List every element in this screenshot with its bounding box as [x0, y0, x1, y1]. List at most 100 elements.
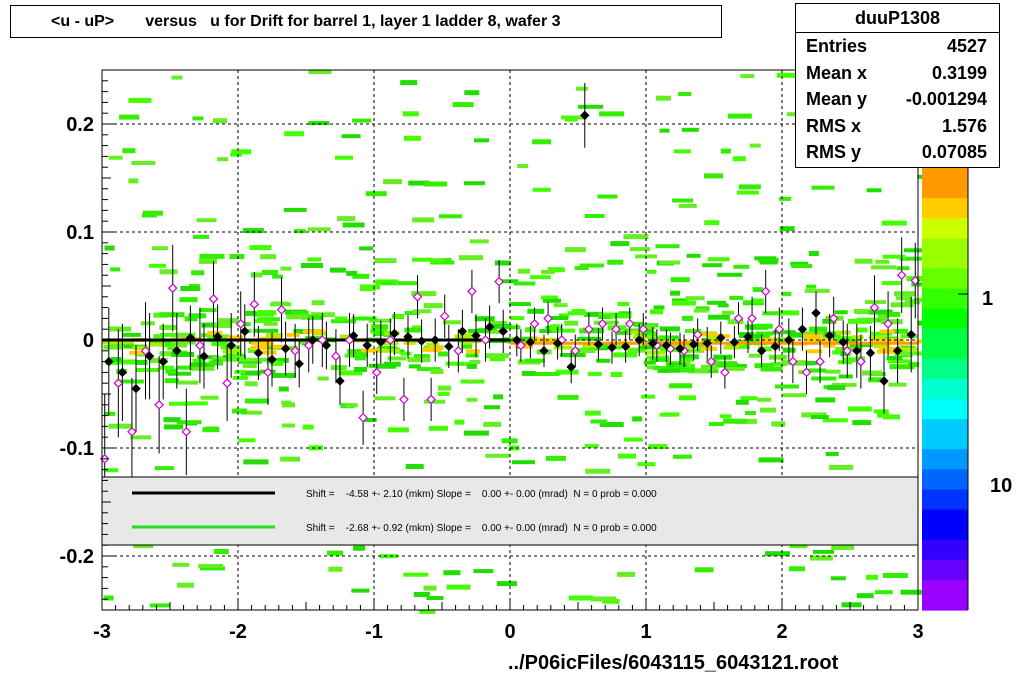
histogram-cell: [261, 350, 277, 355]
legend-text: Shift = -4.58 +- 2.10 (mkm) Slope = 0.00…: [306, 489, 657, 500]
histogram-cell: [707, 336, 721, 340]
histogram-cell: [752, 287, 763, 293]
histogram-cell: [824, 369, 841, 374]
histogram-cell: [383, 179, 402, 185]
filled-diamond-point: [362, 340, 372, 351]
palette-cell: [922, 338, 968, 350]
histogram-cell: [403, 572, 429, 577]
histogram-cell: [688, 368, 708, 374]
histogram-cell: [880, 319, 903, 325]
palette-cell: [922, 248, 968, 260]
histogram-cell: [842, 357, 857, 363]
open-diamond-point: [733, 313, 744, 324]
histogram-cell: [508, 445, 520, 451]
histogram-cell: [286, 314, 308, 320]
histogram-cell: [550, 324, 560, 330]
histogram-cell: [508, 302, 531, 307]
histogram-cell: [317, 376, 329, 381]
histogram-cell: [869, 335, 884, 340]
histogram-cell: [610, 241, 630, 247]
histogram-cell: [245, 398, 269, 404]
histogram-cell: [781, 291, 792, 296]
histogram-cell: [293, 329, 310, 334]
histogram-cell: [854, 258, 873, 264]
histogram-cell: [886, 356, 903, 360]
histogram-cell: [197, 355, 220, 360]
filled-diamond-point: [756, 346, 767, 356]
histogram-cell: [104, 468, 119, 473]
histogram-cell: [254, 318, 273, 323]
histogram-cell: [829, 464, 854, 470]
filled-diamond-point: [294, 359, 304, 369]
histogram-cell: [590, 419, 608, 424]
histogram-cell: [122, 332, 141, 337]
histogram-cell: [438, 351, 448, 357]
histogram-cell: [359, 246, 374, 251]
histogram-cell: [171, 75, 183, 80]
histogram-cell: [564, 247, 586, 253]
histogram-cell: [218, 318, 239, 324]
histogram-cell: [681, 127, 699, 132]
histogram-cell: [142, 210, 163, 216]
open-diamond-point: [774, 324, 785, 335]
filled-diamond-point: [552, 338, 563, 348]
histogram-cell: [617, 330, 633, 335]
filled-diamond-point: [416, 336, 427, 346]
filled-diamond-point: [430, 335, 440, 345]
palette-cell: [922, 288, 968, 300]
filled-diamond-point: [661, 340, 672, 351]
histogram-cell: [422, 347, 442, 352]
x-tick-label: -2: [229, 621, 247, 643]
filled-diamond-point: [607, 342, 617, 353]
open-diamond-point: [439, 311, 450, 322]
open-diamond-point: [494, 276, 504, 287]
filled-diamond-point: [471, 330, 481, 341]
open-diamond-point: [140, 345, 151, 356]
histogram-cell: [653, 305, 665, 310]
histogram-cell: [768, 354, 787, 360]
histogram-cell: [189, 362, 215, 368]
x-tick-label: -3: [93, 621, 111, 643]
histogram-cell: [400, 351, 412, 356]
filled-diamond-point: [743, 332, 753, 342]
palette-cell: [922, 389, 968, 400]
histogram-cell: [770, 362, 787, 367]
histogram-cell: [590, 596, 616, 602]
histogram-cell: [900, 589, 924, 595]
histogram-cell: [177, 365, 200, 370]
histogram-cell: [211, 341, 229, 347]
histogram-cell: [404, 327, 423, 333]
histogram-cell: [191, 270, 205, 276]
histogram-cell: [361, 348, 380, 353]
palette-cell: [922, 188, 968, 199]
histogram-cell: [879, 329, 895, 334]
histogram-cell: [488, 320, 508, 325]
filled-diamond-point: [539, 346, 549, 356]
filled-diamond-point: [634, 335, 644, 345]
histogram-cell: [128, 178, 139, 184]
histogram-cell: [168, 371, 191, 376]
histogram-cell: [650, 309, 664, 315]
histogram-cell: [199, 253, 225, 259]
histogram-cell: [469, 239, 489, 244]
histogram-cell: [853, 308, 869, 314]
histogram-cell: [836, 336, 862, 341]
histogram-cell: [329, 267, 346, 273]
histogram-cell: [655, 244, 680, 249]
histogram-cell: [416, 367, 441, 372]
histogram-cell: [400, 80, 418, 86]
histogram-cell: [110, 357, 122, 363]
filled-diamond-point: [852, 346, 862, 356]
y-tick-label: 0: [83, 330, 94, 352]
histogram-cell: [177, 582, 194, 588]
histogram-cell: [466, 363, 477, 369]
histogram-cell: [803, 334, 822, 339]
histogram-cell: [789, 566, 805, 572]
histogram-cell: [707, 314, 730, 320]
histogram-cell: [119, 114, 140, 120]
palette-cell: [922, 469, 968, 481]
histogram-cell: [483, 421, 502, 427]
filled-diamond-point: [457, 326, 468, 337]
histogram-cell: [352, 273, 370, 279]
histogram-cell: [271, 344, 288, 349]
